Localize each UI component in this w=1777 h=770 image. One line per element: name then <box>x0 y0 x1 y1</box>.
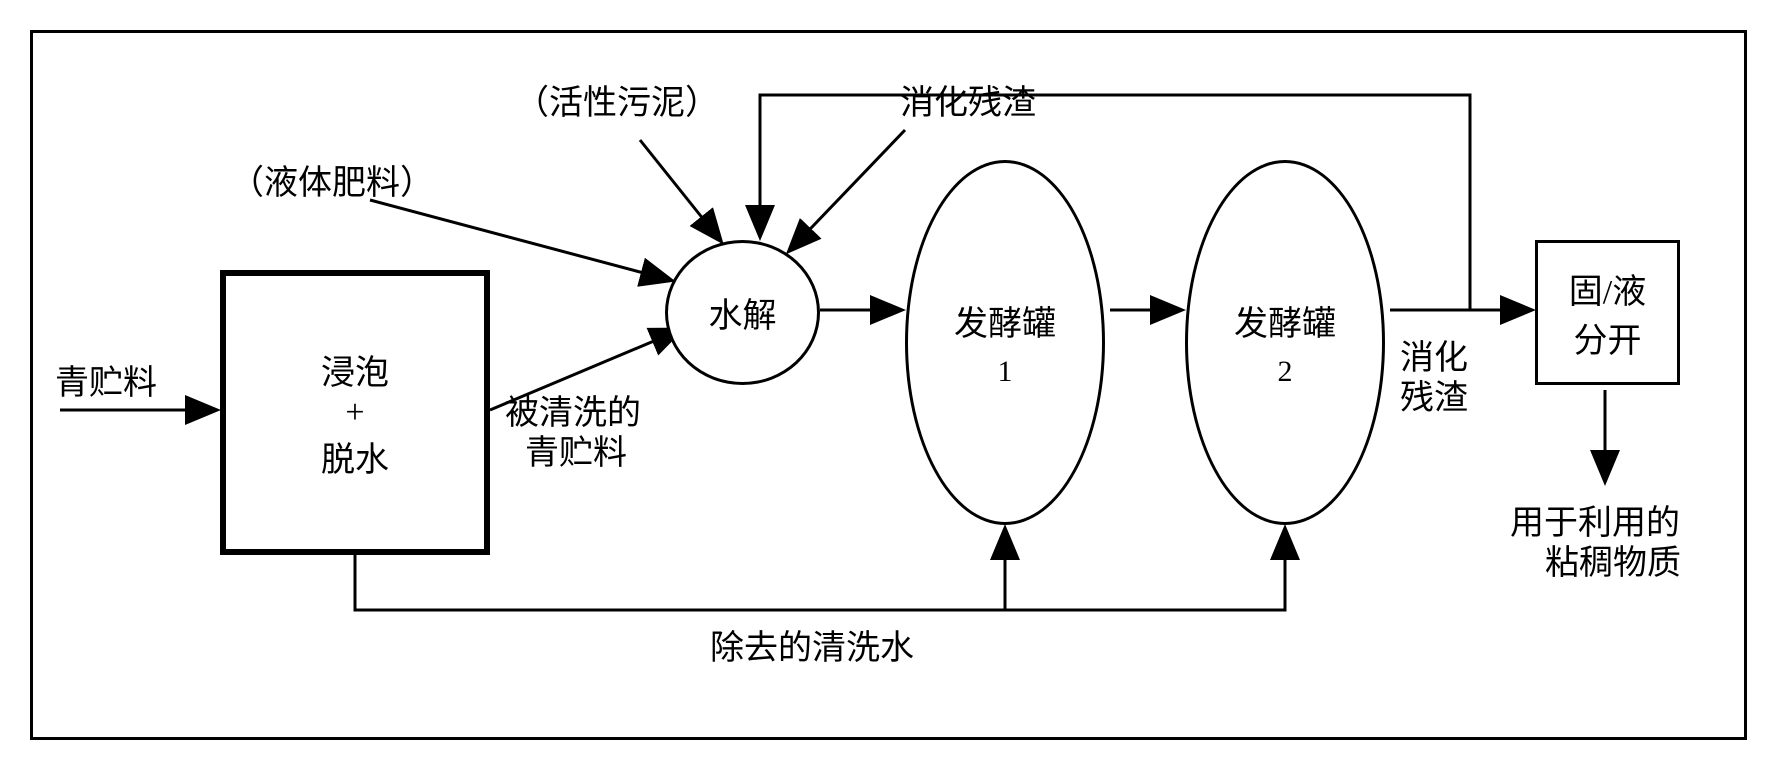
soak-line2: 脱水 <box>321 432 389 481</box>
fermenter2-num: 2 <box>1278 355 1293 389</box>
label-input: 青贮料 <box>55 355 157 404</box>
label-digestion-residue-top: 消化残渣 <box>900 75 1036 124</box>
label-removed-wash-water: 除去的清洗水 <box>710 620 914 669</box>
node-fermenter-1: 发酵罐 1 <box>905 160 1105 525</box>
hydrolysis-text: 水解 <box>709 288 777 337</box>
fermenter1-num: 1 <box>998 355 1013 389</box>
separation-line2: 分开 <box>1574 313 1642 362</box>
fermenter2-title: 发酵罐 <box>1234 296 1336 345</box>
label-digestion-residue-mid-l2: 残渣 <box>1400 370 1468 419</box>
node-fermenter-2: 发酵罐 2 <box>1185 160 1385 525</box>
separation-line1: 固/液 <box>1569 264 1646 313</box>
node-soak-dewater: 浸泡 + 脱水 <box>220 270 490 555</box>
fermenter1-title: 发酵罐 <box>954 296 1056 345</box>
node-hydrolysis: 水解 <box>665 240 820 385</box>
label-output-l2: 粘稠物质 <box>1545 535 1681 584</box>
soak-plus: + <box>345 394 364 432</box>
label-washed-silage-l2: 青贮料 <box>525 425 627 474</box>
node-separation: 固/液 分开 <box>1535 240 1680 385</box>
soak-line1: 浸泡 <box>321 345 389 394</box>
label-liquid-manure: （液体肥料） <box>230 155 434 204</box>
label-activated-sludge: （活性污泥） <box>515 75 719 124</box>
